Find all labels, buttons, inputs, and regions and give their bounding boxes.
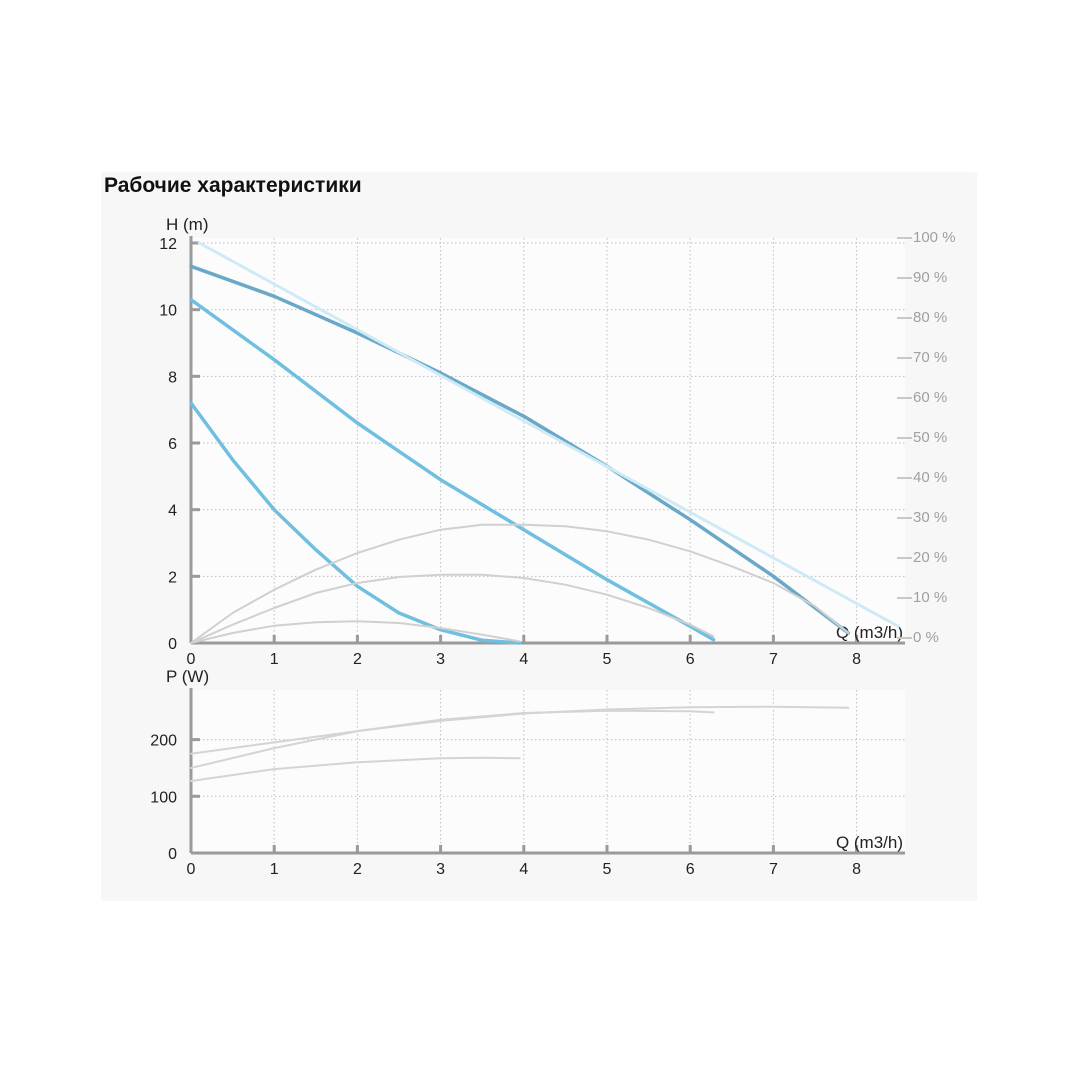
series-line-1-2	[190, 756, 521, 782]
pct-tick-label: 70 %	[913, 349, 947, 366]
x-tick-label: 7	[769, 861, 778, 878]
series-line-0-4	[190, 523, 850, 644]
series-line-0-5	[190, 573, 715, 644]
y-tick-label: 100	[150, 789, 177, 806]
pct-tick-label: 40 %	[913, 469, 947, 486]
y-tick-label: 0	[168, 636, 177, 653]
x-tick-label: 6	[686, 651, 695, 668]
plot-area-0	[191, 238, 905, 643]
x-tick-label: 8	[852, 861, 861, 878]
pct-tick-label: 0 %	[913, 629, 939, 646]
pct-tick-label: 30 %	[913, 509, 947, 526]
pct-tick-label: 50 %	[913, 429, 947, 446]
pct-tick-label: 90 %	[913, 269, 947, 286]
plot-area-1	[191, 690, 905, 853]
series-line-0-2	[189, 401, 522, 645]
x-tick-label: 3	[436, 861, 445, 878]
x-axis-title: Q (m3/h)	[836, 833, 903, 852]
x-tick-label: 4	[519, 651, 528, 668]
series-line-0-0	[189, 264, 851, 635]
pct-tick-label: 20 %	[913, 549, 947, 566]
x-tick-label: 8	[852, 651, 861, 668]
y-tick-label: 12	[159, 236, 177, 253]
series-line-0-6	[190, 620, 521, 644]
x-tick-label: 7	[769, 651, 778, 668]
y-tick-label: 4	[168, 503, 177, 520]
y-tick-label: 2	[168, 569, 177, 586]
y-axis-title: P (W)	[166, 667, 209, 686]
y-tick-label: 6	[168, 436, 177, 453]
page-title: Рабочие характеристики	[104, 174, 362, 197]
x-tick-label: 2	[353, 651, 362, 668]
pct-tick-label: 100 %	[913, 229, 956, 246]
x-tick-label: 5	[603, 651, 612, 668]
series-line-1-1	[190, 709, 715, 769]
x-tick-label: 0	[187, 651, 196, 668]
y-tick-label: 200	[150, 733, 177, 750]
series-line-0-3	[197, 241, 900, 628]
y-tick-label: 8	[168, 369, 177, 386]
x-tick-label: 0	[187, 861, 196, 878]
pct-tick-label: 10 %	[913, 589, 947, 606]
x-tick-label: 5	[603, 861, 612, 878]
x-axis-title: Q (m3/h)	[836, 623, 903, 642]
x-tick-label: 6	[686, 861, 695, 878]
pct-tick-label: 60 %	[913, 389, 947, 406]
y-tick-label: 10	[159, 303, 177, 320]
x-tick-label: 2	[353, 861, 362, 878]
pct-tick-label: 80 %	[913, 309, 947, 326]
x-tick-label: 1	[270, 861, 279, 878]
x-tick-label: 1	[270, 651, 279, 668]
y-axis-title: H (m)	[166, 215, 208, 234]
x-tick-label: 3	[436, 651, 445, 668]
x-tick-label: 4	[519, 861, 528, 878]
y-tick-label: 0	[168, 846, 177, 863]
